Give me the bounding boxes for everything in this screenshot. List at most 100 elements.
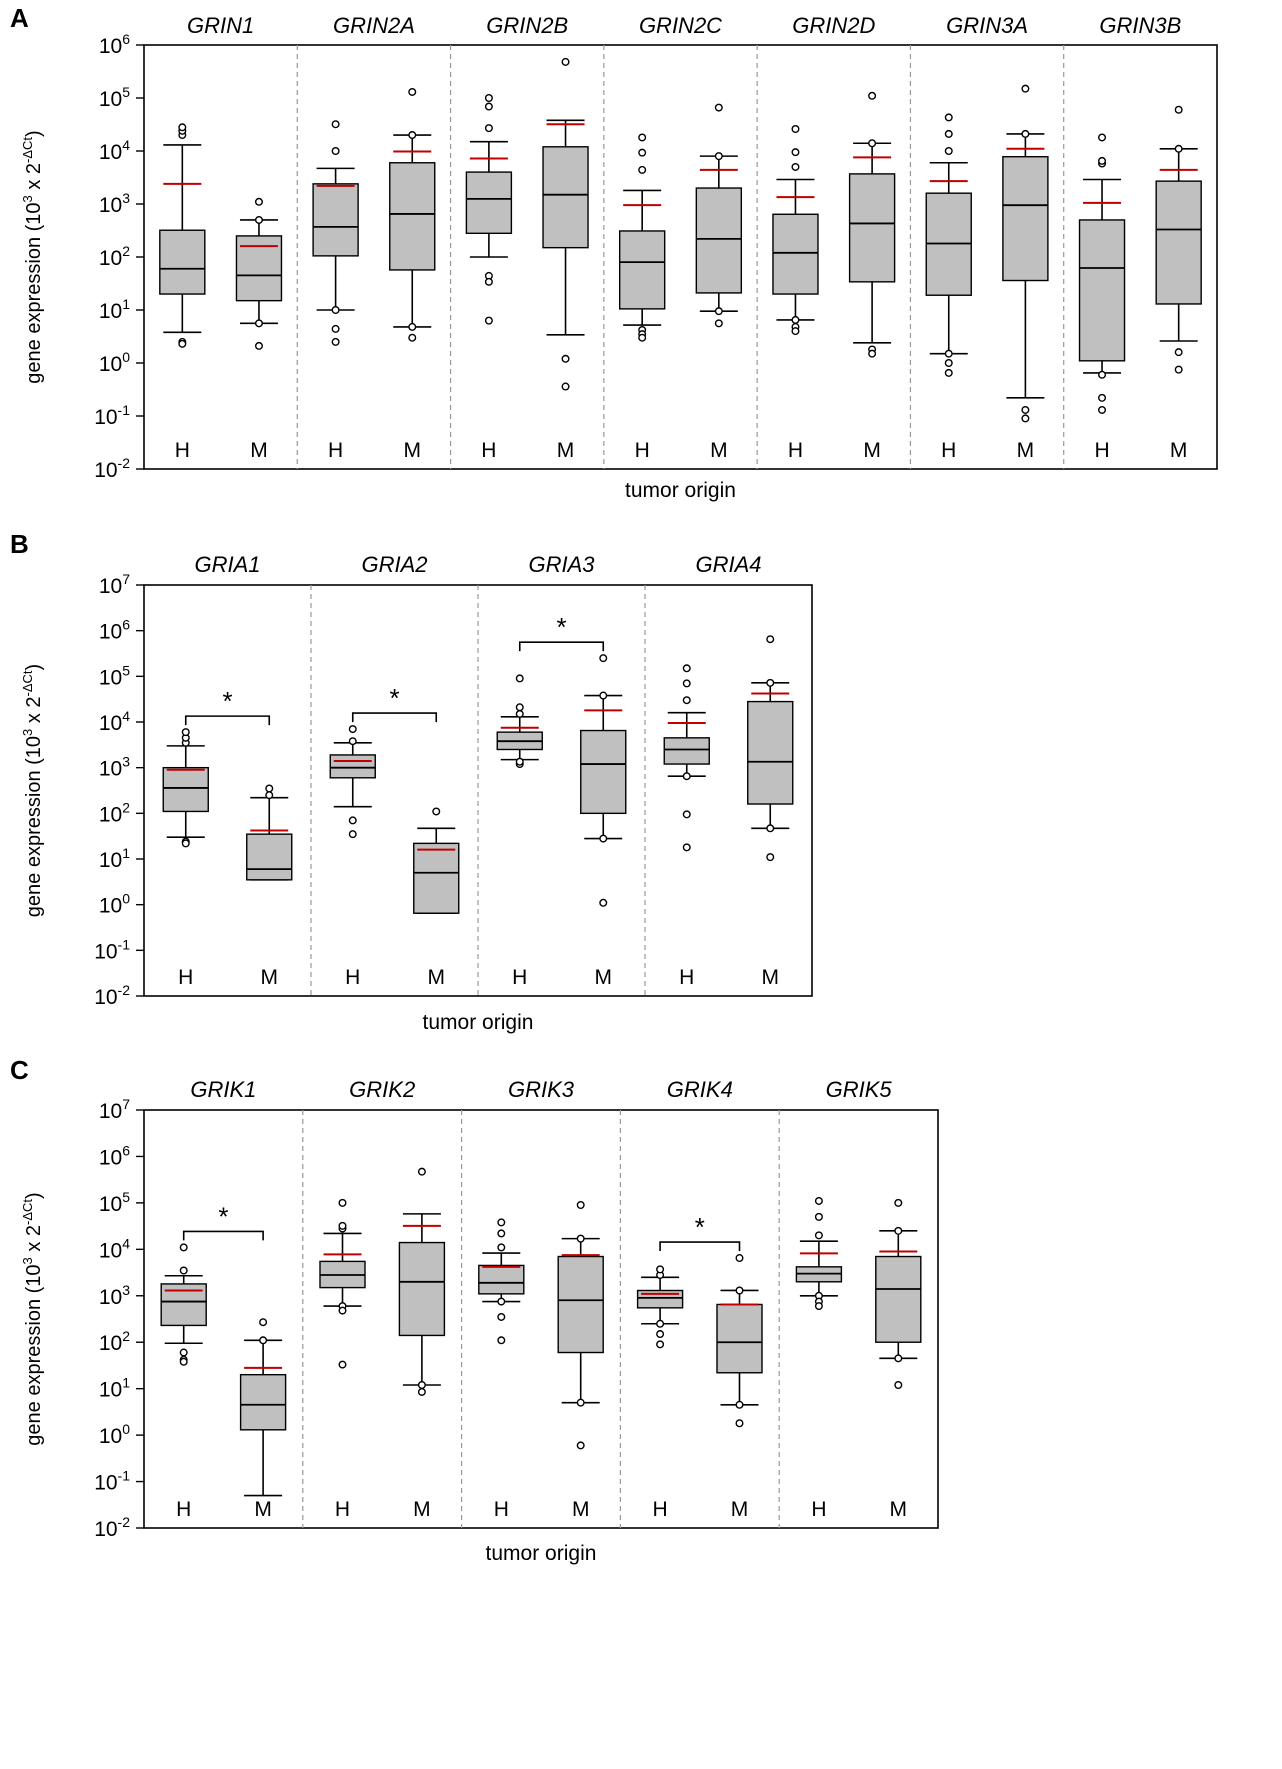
y-tick-label: 10-2 — [94, 1514, 130, 1541]
gene-group-gria1: GRIA1 H M — [162, 552, 293, 989]
outlier-point — [1174, 365, 1183, 374]
y-tick-label: 105 — [99, 1189, 130, 1216]
y-axis-label: gene expression (103 x 2-ΔCt) — [20, 664, 45, 917]
y-tick-label: 100 — [99, 349, 130, 376]
plot-frame — [143, 584, 813, 997]
outlier-point — [814, 1212, 823, 1221]
origin-label: M — [250, 439, 268, 462]
box-h: H — [772, 125, 819, 462]
origin-label: H — [481, 439, 496, 462]
y-tick-label: 104 — [99, 1235, 130, 1262]
origin-label: H — [635, 439, 650, 462]
outlier-point — [791, 125, 800, 134]
origin-label: H — [335, 1498, 350, 1521]
outlier-point — [944, 349, 953, 358]
origin-label: M — [254, 1498, 272, 1521]
iqr-box — [329, 754, 376, 779]
outlier-point — [868, 349, 877, 358]
iqr-box — [162, 766, 209, 813]
gene-group-gria4: GRIA4 H M — [644, 552, 794, 996]
outlier-point — [561, 382, 570, 391]
box-h: H — [1078, 133, 1126, 462]
outlier-point — [561, 57, 570, 66]
origin-label: M — [1170, 439, 1188, 462]
significance-star: * — [222, 686, 232, 716]
y-tick-label: 107 — [99, 571, 130, 598]
outlier-point — [944, 368, 953, 377]
box-h: H — [478, 1218, 525, 1521]
outlier-point — [181, 839, 190, 848]
outlier-point — [576, 1398, 585, 1407]
gene-group-grin2a: GRIN2A H M — [296, 13, 436, 469]
origin-label: M — [1017, 439, 1035, 462]
outlier-point — [561, 354, 570, 363]
plot-frame — [143, 1109, 939, 1529]
y-tick-label: 102 — [99, 1328, 130, 1355]
gene-label: GRIN2B — [486, 13, 568, 38]
outlier-point — [1098, 393, 1107, 402]
gene-group-gria3: GRIA3 H M — [477, 552, 627, 996]
box-m: M — [413, 807, 460, 989]
outlier-point — [497, 1297, 506, 1306]
origin-label: H — [494, 1498, 509, 1521]
origin-label: M — [710, 439, 728, 462]
outlier-point — [179, 1357, 188, 1366]
y-tick-label: 105 — [99, 662, 130, 689]
outlier-point — [408, 87, 417, 96]
outlier-point — [814, 1231, 823, 1240]
outlier-point — [178, 339, 187, 348]
outlier-point — [417, 1167, 426, 1176]
plot-frame — [143, 44, 1218, 470]
significance-bracket: * — [518, 612, 605, 652]
outlier-point — [515, 757, 524, 766]
outlier-point — [638, 133, 647, 142]
outlier-point — [179, 1266, 188, 1275]
box-h: H — [925, 113, 972, 462]
outlier-point — [599, 691, 608, 700]
gene-group-grik3: GRIK3 H M — [461, 1077, 604, 1528]
y-tick-label: 106 — [99, 31, 130, 58]
box-m: M — [239, 1318, 287, 1521]
x-axis-label: tumor origin — [625, 479, 736, 502]
box-h: H — [496, 674, 543, 989]
gene-label: GRIK2 — [349, 1077, 415, 1102]
outlier-point — [254, 215, 263, 224]
outlier-point — [868, 139, 877, 148]
y-tick-label: 10-1 — [94, 402, 130, 429]
outlier-point — [1098, 133, 1107, 142]
outlier-point — [714, 152, 723, 161]
iqr-box — [875, 1255, 922, 1343]
y-tick-label: 10-1 — [94, 936, 130, 963]
gene-label: GRIA1 — [194, 552, 260, 577]
gene-group-grik5: GRIK5 H M — [778, 1077, 922, 1528]
origin-label: H — [941, 439, 956, 462]
box-m: M — [747, 635, 794, 989]
box-m: M — [389, 87, 436, 462]
gene-group-grin2c: GRIN2C H M — [603, 13, 743, 469]
panel-a: A 10-2 10-1 100 101 102 103 104 105 106 gene expre… — [10, 3, 1218, 502]
outlier-point — [417, 1387, 426, 1396]
iqr-box — [580, 729, 627, 815]
y-tick-label: 10-2 — [94, 455, 130, 482]
gene-label: GRIA2 — [361, 552, 427, 577]
outlier-point — [1098, 370, 1107, 379]
box-h: H — [312, 120, 359, 462]
outlier-point — [179, 1243, 188, 1252]
gene-label: GRIN3A — [946, 13, 1028, 38]
significance-star: * — [556, 612, 566, 642]
gene-group-grin3b: GRIN3B H M — [1063, 13, 1202, 469]
origin-label: H — [788, 439, 803, 462]
outlier-point — [894, 1380, 903, 1389]
outlier-point — [331, 120, 340, 129]
box-m: M — [246, 784, 293, 989]
iqr-box — [1002, 156, 1049, 282]
outlier-point — [894, 1354, 903, 1363]
outlier-point — [814, 1302, 823, 1311]
significance-star: * — [389, 683, 399, 713]
bracket-line — [518, 641, 605, 652]
outlier-point — [599, 654, 608, 663]
gene-label: GRIN1 — [187, 13, 254, 38]
panel-label: C — [10, 1055, 29, 1085]
outlier-point — [331, 324, 340, 333]
